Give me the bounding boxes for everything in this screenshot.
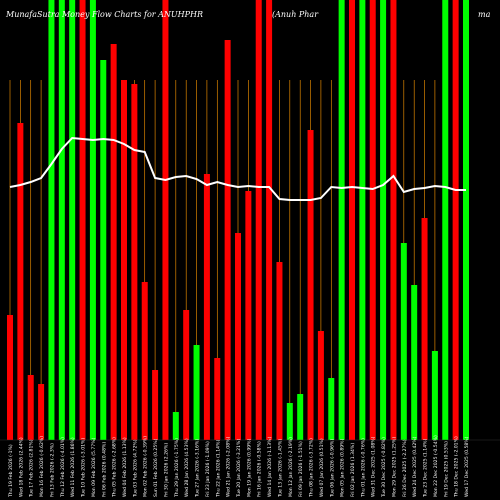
- x-tick-label: Tue 17 Feb 2026 (2.81%): [29, 439, 35, 498]
- volume-bar: [297, 394, 304, 440]
- volume-bar: [255, 0, 262, 440]
- volume-bar: [421, 218, 428, 440]
- x-tick-label: Wed 21 Jan 2026 (-2.08%): [226, 436, 232, 497]
- x-tick-label: Mon 12 Jan 2026 (-2.19%): [288, 437, 294, 497]
- volume-bar: [17, 123, 24, 440]
- x-tick-label: Thu 22 Jan 2026 (1.14%): [215, 440, 221, 498]
- x-tick-label: Wed 07 Jan 2026 (0.51%): [319, 438, 325, 497]
- volume-bar: [224, 40, 231, 440]
- volume-bar: [276, 262, 283, 440]
- volume-bar: [463, 0, 469, 440]
- volume-bar: [7, 315, 13, 440]
- x-tick-label: Thu 19 Feb 2026 (-1%): [8, 444, 14, 498]
- x-tick-label: Fri 13 Feb 2026 (-2.3%): [49, 443, 55, 497]
- volume-bar: [69, 0, 76, 440]
- volume-bar: [162, 0, 169, 440]
- volume-bar: [442, 0, 449, 440]
- volume-bar: [235, 233, 241, 440]
- volume-bar: [110, 44, 117, 440]
- x-tick-label: Wed 24 Dec 2025 (0.42%): [412, 436, 418, 497]
- x-tick-label: Thu 08 Jan 2026 (-3.72%): [309, 438, 315, 498]
- x-tick-label: Fri 16 Jan 2026 (-0.58%): [257, 441, 263, 497]
- volume-bar: [48, 0, 55, 440]
- x-tick-label: Mon 02 Feb 2026 (-0.39%): [143, 436, 149, 497]
- x-tick-label: Wed 04 Feb 2026 (1.13%): [122, 437, 128, 497]
- moving-average-line: [9, 136, 466, 201]
- x-tick-label: Thu 29 Jan 2026 (-1.75%): [174, 438, 180, 498]
- volume-bar: [317, 331, 324, 440]
- x-tick-label: Tue 23 Dec 2025 (1.14%): [423, 439, 429, 498]
- x-tick-label: Fri 26 Dec 2025 (-2.27%): [402, 439, 408, 497]
- volume-bar: [349, 0, 355, 440]
- volume-bar: [121, 80, 127, 440]
- volume-bar: [203, 174, 210, 440]
- volume-bar: [400, 243, 407, 440]
- chart-subtitle: (Anuh Phar: [272, 10, 319, 19]
- volume-bar: [38, 384, 45, 440]
- volume-bar: [411, 285, 418, 440]
- volume-bar: [172, 412, 179, 440]
- x-tick-label: Wed 11 Feb 2026 (1.86%): [70, 437, 76, 497]
- volume-bar: [369, 0, 376, 440]
- volume-bar: [359, 0, 366, 440]
- x-tick-label: Wed 28 Jan 2026 (4.53%): [184, 438, 190, 497]
- x-tick-label: Fri 02 Jan 2026 (1.34%): [350, 443, 356, 497]
- x-tick-label: Fri 19 Dec 2025 (0.53%): [443, 441, 449, 497]
- x-tick-label: Fri 09 Jan 2026 (-1.51%): [298, 441, 304, 497]
- x-tick-label: Thu 18 Dec 2025 (-2.01%): [454, 436, 460, 498]
- x-tick-label: Wed 31 Dec 2025 (1.08%): [371, 436, 377, 497]
- volume-bar: [100, 60, 107, 440]
- volume-bar: [390, 0, 397, 440]
- volume-bar: [141, 282, 148, 440]
- volume-bar: [266, 0, 273, 440]
- x-tick-label: Thu 12 Feb 2026 (-4.01%): [60, 437, 66, 498]
- volume-bar: [214, 358, 221, 440]
- x-tick-label: Mon 16 Feb 2026 (-0.62%): [39, 436, 45, 497]
- volume-bar: [452, 0, 459, 440]
- x-tick-label: Thu 01 Jan 2026 (-0.76%): [360, 438, 366, 498]
- x-tick-label: Tue 10 Feb 2026 (-3.01%): [81, 438, 87, 498]
- x-tick-label: Tue 03 Feb 2026 (4.72%): [132, 439, 138, 498]
- x-tick-label: Tue 27 Jan 2026 (-3.16%): [195, 439, 201, 498]
- x-tick-label: Wed 17 Dec 2025 (0.58%): [464, 436, 470, 497]
- x-tick-label: Wed 14 Jan 2026 (-1.13%): [267, 436, 273, 497]
- x-tick-label: Sun 01 Feb 2026 (0.25%): [153, 438, 159, 497]
- volume-bar: [27, 375, 34, 440]
- volume-bar: [307, 130, 314, 440]
- volume-bar: [338, 0, 345, 440]
- volume-bar: [245, 191, 252, 440]
- volume-bar: [131, 84, 138, 440]
- x-tick-label: Thu 05 Feb 2026 (-2.68%): [112, 437, 118, 498]
- volume-bar: [152, 370, 159, 440]
- volume-bars: [7, 0, 469, 440]
- volume-bar: [183, 310, 190, 440]
- volume-bar: [286, 403, 293, 440]
- x-tick-label: Fri 23 Jan 2026 (-1.09%): [205, 441, 211, 497]
- chart-title: MunafaSutra Money Flow Charts for ANUHPH…: [5, 10, 203, 19]
- volume-bar: [58, 0, 65, 440]
- volume-bar: [79, 0, 86, 440]
- x-tick-label: Mon 19 Jan 2026 (0.99%): [246, 438, 252, 497]
- x-tick-label: Mon 05 Jan 2026 (0.89%): [340, 438, 346, 497]
- x-tick-label: Fri 30 Jan 2026 (2.26%): [163, 443, 169, 497]
- x-tick-label: Tue 20 Jan 2026 (-3.21%): [236, 439, 242, 498]
- volume-bar: [328, 378, 335, 440]
- volume-bar: [431, 351, 438, 440]
- volume-bar: [89, 0, 96, 440]
- x-tick-label: Mon 22 Dec 2025 (-0.54%): [433, 435, 439, 497]
- x-tick-label: Fri 06 Feb 2026 (0.48%): [101, 442, 107, 497]
- x-tick-label: Wed 18 Feb 2026 (2.44%): [18, 437, 24, 497]
- x-tick-label: Tue 30 Dec 2025 (-0.82%): [381, 437, 387, 498]
- volume-bar: [380, 0, 387, 440]
- x-tick-labels: Thu 19 Feb 2026 (-1%) Wed 18 Feb 2026 (2.…: [8, 435, 470, 498]
- x-tick-label: Mon 09 Feb 2026 (5.77%): [91, 437, 97, 497]
- x-tick-label: Tue 06 Jan 2026 (-0.96%): [329, 439, 335, 498]
- volume-bar: [193, 345, 200, 440]
- x-tick-label: Mon 29 Dec 2025 (1.25%): [391, 437, 397, 497]
- corner-text: ma: [478, 10, 491, 19]
- x-tick-label: Tue 13 Jan 2026 (-1.45%): [277, 439, 283, 498]
